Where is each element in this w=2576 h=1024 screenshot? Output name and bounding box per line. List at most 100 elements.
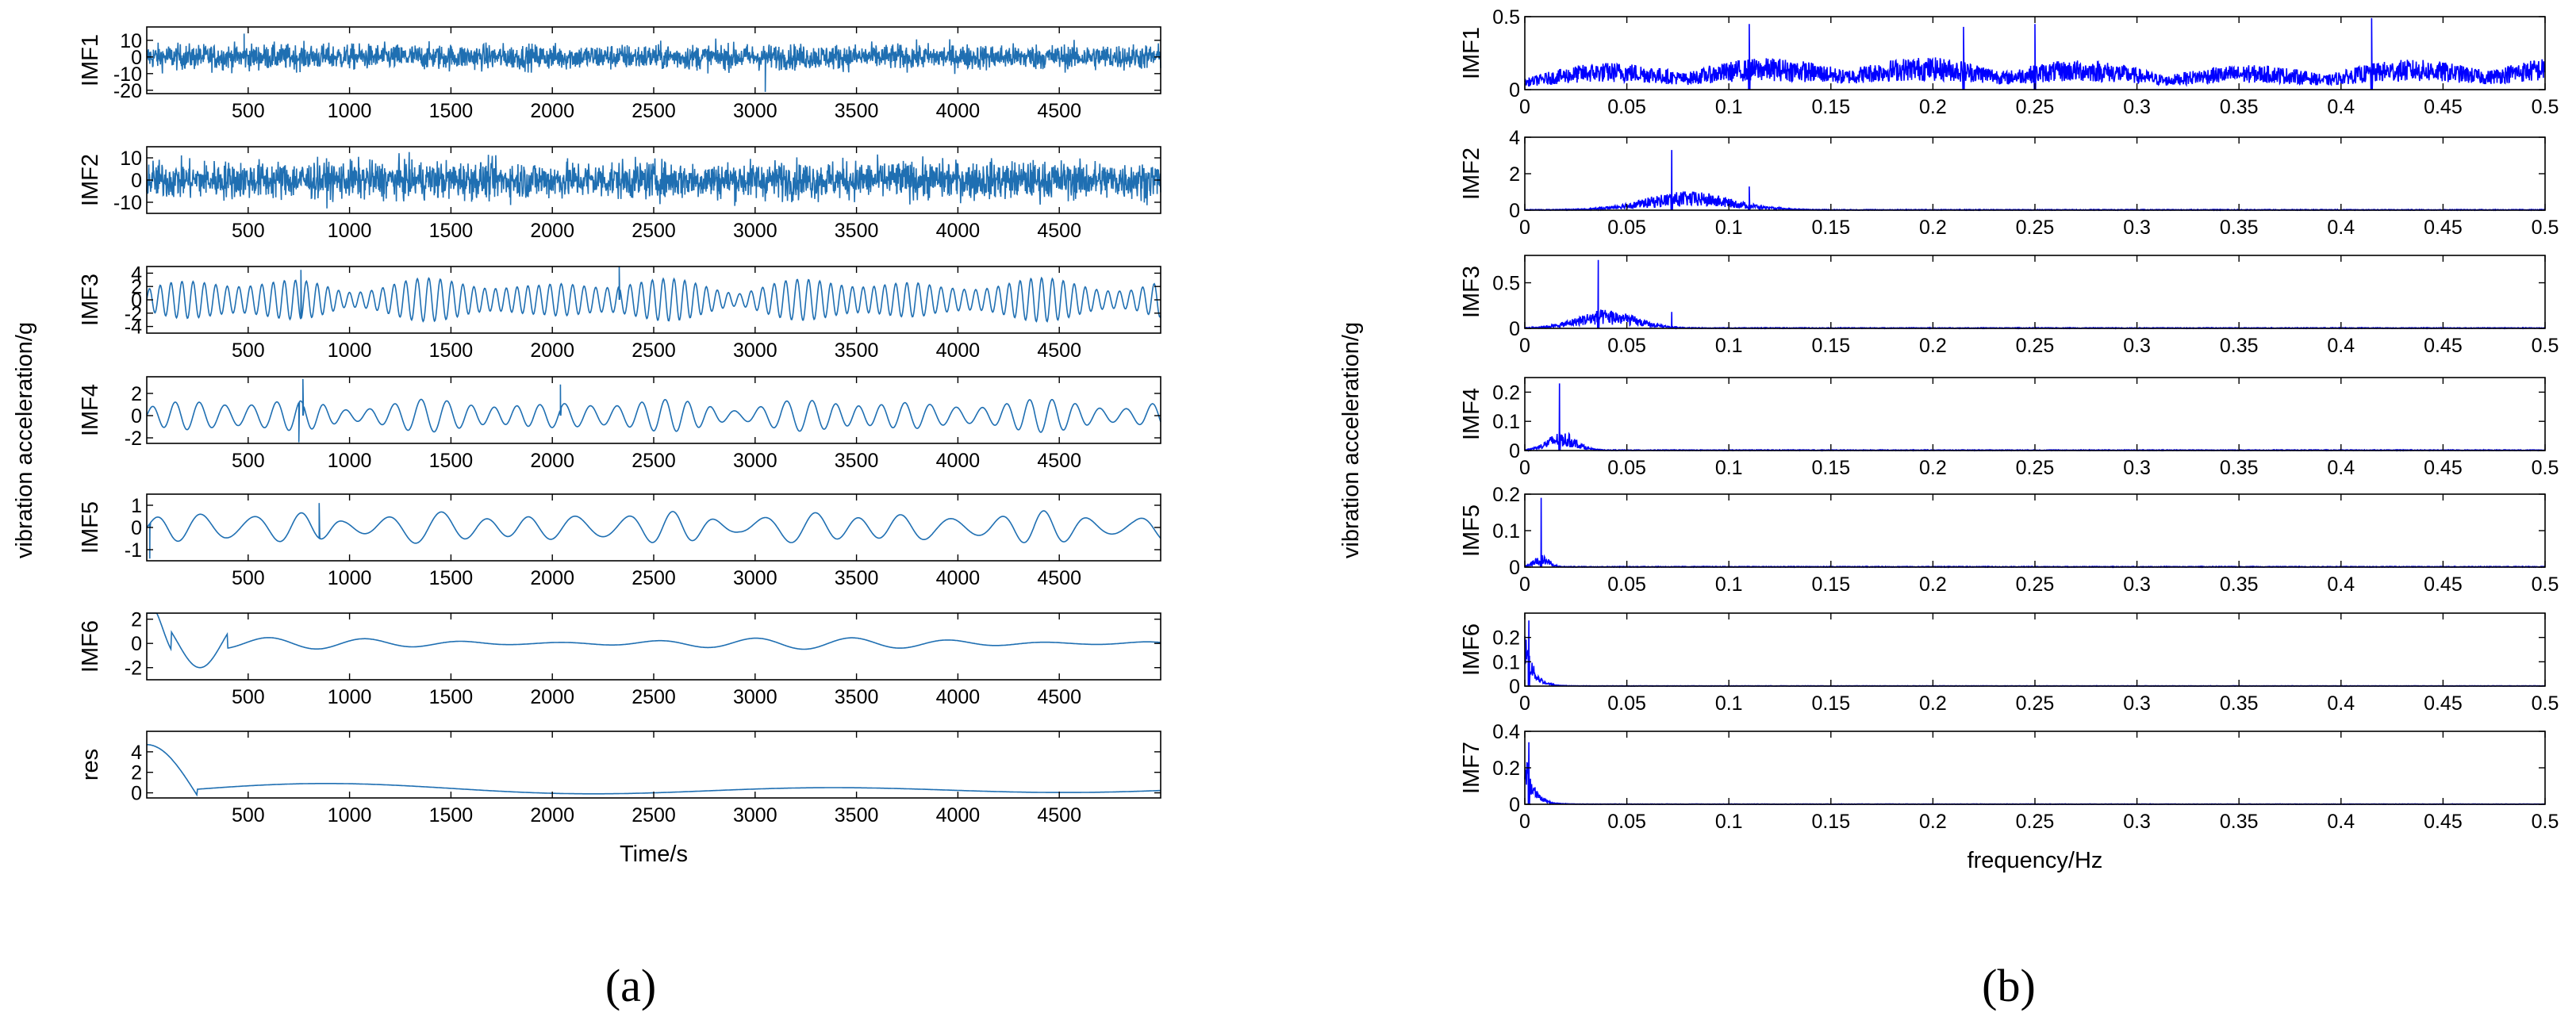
x-tick-label: 2500 — [632, 686, 676, 708]
x-tick-label: 0.1 — [1715, 217, 1743, 239]
subplot-label: IMF4 — [78, 384, 103, 436]
y-tick-label: 2 — [131, 276, 142, 298]
subplot-imf2: 0 0.05 0.1 0.15 0.2 0.25 0.3 0.35 0.4 0.45 0.5 4 2 0 I… — [1459, 127, 2559, 239]
x-tick-label: 1500 — [429, 804, 474, 826]
x-tick-label: 0.15 — [1811, 96, 1850, 118]
x-tick-label: 0.15 — [1811, 692, 1850, 715]
y-axis-title: vibration acceleration/g — [1338, 322, 1364, 558]
x-tick-label: 1500 — [429, 686, 474, 708]
subplot-res: 500 1000 1500 2000 2500 3000 3500 4000 4500 420 re… — [78, 731, 1161, 826]
y-tick-label: 4 — [131, 742, 142, 764]
x-tick-label: 1000 — [328, 567, 372, 589]
x-tick-label: 0.35 — [2220, 692, 2259, 715]
subplot-imf7: 0 0.05 0.1 0.15 0.2 0.25 0.3 0.35 0.4 0.45 0.5 0.4 0… — [1459, 721, 2559, 833]
y-tick-label: 0 — [1509, 318, 1520, 340]
series-line-imf3 — [146, 266, 1161, 323]
x-tick-label: 0.45 — [2424, 573, 2463, 596]
x-tick-label: 1000 — [328, 339, 372, 362]
x-tick-label: 0.15 — [1811, 811, 1850, 833]
x-tick-label: 2000 — [530, 450, 574, 472]
subplot-label: IMF5 — [78, 501, 103, 554]
x-tick-label: 500 — [232, 339, 265, 362]
x-tick-label: 0.05 — [1607, 692, 1646, 715]
subplot-imf6: 500 1000 1500 2000 2500 3000 3500 4000 4500 20 -2 I… — [78, 609, 1161, 708]
y-tick-label: 0.1 — [1492, 520, 1520, 543]
x-tick-label: 2500 — [632, 450, 676, 472]
y-tick-label: 10 — [120, 30, 142, 52]
axes-frame — [1524, 136, 2546, 211]
series-line-imf4 — [1524, 383, 2546, 453]
subplot-label: IMF3 — [1459, 266, 1484, 318]
x-tick-label: 2500 — [632, 804, 676, 826]
subplot-imf4: 500 1000 1500 2000 2500 3000 3500 4000 4500 20-2 I… — [78, 376, 1161, 472]
x-tick-label: 0.25 — [2016, 217, 2055, 239]
x-tick-label: 0.25 — [2016, 457, 2055, 479]
x-tick-label: 4000 — [936, 686, 981, 708]
x-tick-label: 4500 — [1037, 220, 1081, 242]
axes-frame — [146, 731, 1161, 799]
x-tick-label: 0.4 — [2327, 811, 2355, 833]
x-tick-label: 4500 — [1037, 450, 1081, 472]
y-tick-label: 4 — [1509, 127, 1520, 149]
y-tick-label: 0 — [131, 290, 142, 312]
x-tick-label: 0.25 — [2016, 335, 2055, 357]
x-tick-label: 0.2 — [1919, 457, 1947, 479]
y-tick-label: 0.2 — [1492, 757, 1520, 780]
x-tick-label: 2000 — [530, 804, 574, 826]
series-line-imf7 — [1524, 742, 2546, 806]
x-axis-title: Time/s — [620, 842, 688, 867]
y-tick-label: -10 — [113, 192, 142, 214]
x-tick-label: 0.2 — [1919, 335, 1947, 357]
y-tick-label: 2 — [131, 383, 142, 405]
series-line-imf1 — [1524, 17, 2546, 90]
subplot-imf5: 500 1000 1500 2000 2500 3000 3500 4000 4500 10-1 I… — [78, 493, 1161, 589]
subplot-imf3: 500 1000 1500 2000 2500 3000 3500 4000 4500 420-2… — [78, 263, 1161, 362]
x-tick-label: 0.45 — [2424, 811, 2463, 833]
panel-label-b: (b) — [1982, 960, 2036, 1011]
x-tick-label: 0.2 — [1919, 573, 1947, 596]
x-tick-label: 0 — [1519, 692, 1530, 715]
y-tick-label: 0 — [1509, 676, 1520, 698]
x-tick-label: 2000 — [530, 100, 574, 122]
y-tick-label: 0 — [1509, 440, 1520, 462]
x-tick-label: 500 — [232, 686, 265, 708]
x-tick-label: 4000 — [936, 339, 981, 362]
x-tick-label: 3000 — [733, 567, 777, 589]
x-tick-label: 500 — [232, 804, 265, 826]
x-tick-label: 500 — [232, 567, 265, 589]
axes-frame — [1524, 612, 2546, 687]
x-axis-title: frequency/Hz — [1968, 848, 2103, 873]
x-tick-label: 0.35 — [2220, 457, 2259, 479]
x-tick-label: 0.4 — [2327, 573, 2355, 596]
x-tick-label: 0.1 — [1715, 811, 1743, 833]
x-tick-label: 3000 — [733, 100, 777, 122]
y-tick-label: 0.5 — [1492, 6, 1520, 29]
subplot-imf1: 500 1000 1500 2000 2500 3000 3500 4000 4500 100-1… — [78, 26, 1161, 122]
x-tick-label: 3000 — [733, 686, 777, 708]
x-tick-label: 3000 — [733, 220, 777, 242]
subplot-imf6: 0 0.05 0.1 0.15 0.2 0.25 0.3 0.35 0.4 0.45 0.50.20… — [1459, 612, 2559, 715]
x-tick-label: 0 — [1519, 457, 1530, 479]
y-tick-label: 0.1 — [1492, 651, 1520, 673]
subplot-imf3: 0 0.05 0.1 0.15 0.2 0.25 0.3 0.35 0.4 0.45 0.5 0.5 0… — [1459, 255, 2559, 357]
subplot-label: IMF6 — [1459, 623, 1484, 676]
x-tick-label: 4500 — [1037, 804, 1081, 826]
y-tick-label: 0 — [131, 47, 142, 69]
x-tick-label: 3000 — [733, 339, 777, 362]
series-line-imf1 — [146, 33, 1161, 92]
y-tick-label: 0 — [1509, 200, 1520, 222]
axes-frame — [1524, 731, 2546, 805]
subplot-imf5: 0 0.05 0.1 0.15 0.2 0.25 0.3 0.35 0.4 0.45 0.5 0.2 0… — [1459, 484, 2559, 596]
x-tick-label: 0.45 — [2424, 457, 2463, 479]
x-tick-label: 2000 — [530, 686, 574, 708]
y-tick-label: 0 — [1509, 794, 1520, 816]
x-tick-label: 0.05 — [1607, 811, 1646, 833]
x-tick-label: 0.2 — [1919, 692, 1947, 715]
x-tick-label: 2000 — [530, 339, 574, 362]
x-tick-label: 0.35 — [2220, 335, 2259, 357]
time-domain-chart: 500 1000 1500 2000 2500 3000 3500 4000 4500100-1… — [12, 26, 1161, 867]
x-tick-label: 0.05 — [1607, 457, 1646, 479]
x-tick-label: 4000 — [936, 220, 981, 242]
x-tick-label: 0.1 — [1715, 96, 1743, 118]
x-tick-label: 4500 — [1037, 100, 1081, 122]
